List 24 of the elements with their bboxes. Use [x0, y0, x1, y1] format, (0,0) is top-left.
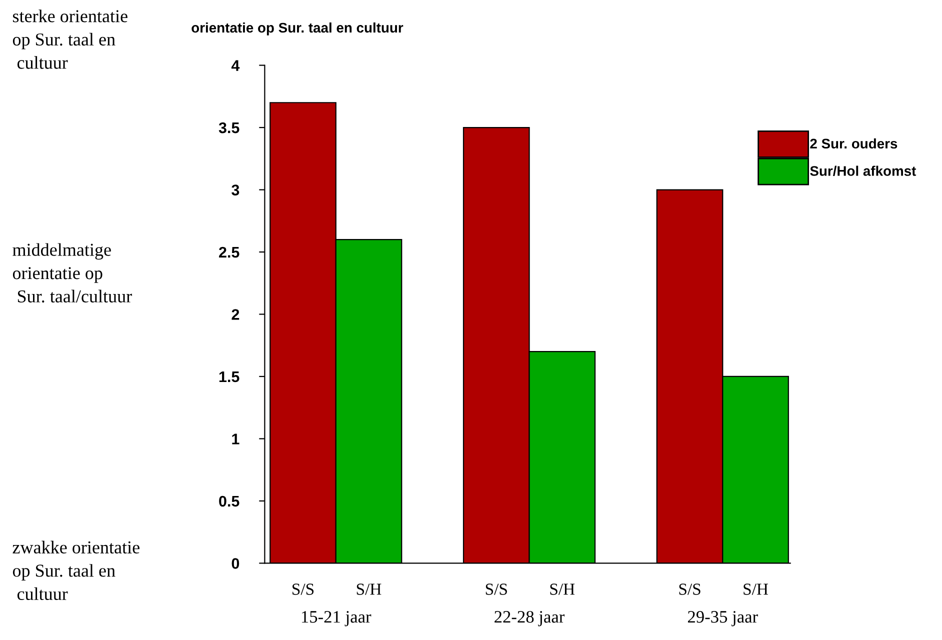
text: S/S: [679, 584, 700, 595]
y-tick-label: 2.5: [218, 246, 240, 258]
text: S/S: [486, 584, 507, 595]
legend-label: Sur/Hol afkomst: [810, 166, 916, 176]
text: S/H: [356, 584, 382, 595]
y-tick-label: 2: [232, 309, 240, 320]
x-tick-label: 15-21 jaar: [302, 611, 372, 626]
text: S/H: [550, 584, 575, 595]
x-tick-label: 29-35 jaar: [688, 611, 758, 626]
text: zwakke orientatie op Sur. taal en cultuur: [12, 540, 140, 600]
y-axis-title: orientatie op Sur. taal en cultuur: [192, 22, 404, 36]
legend-label: 2 Sur. ouders: [810, 138, 898, 149]
y-tick-label: 3.5: [218, 122, 240, 134]
text: S/S: [292, 584, 314, 595]
text: middelmatige orientatie op Sur. taal/cultuur: [12, 243, 132, 303]
y-tick-label: 0.5: [219, 496, 240, 507]
text: S/H: [744, 584, 768, 595]
x-tick-label: 22-28 jaar: [494, 611, 565, 626]
y-tick-label: 3: [232, 184, 240, 196]
y-tick-label: 1: [232, 434, 240, 444]
y-tick-label: 1.5: [219, 372, 240, 382]
y-tick-label: 0: [232, 558, 240, 569]
y-tick-label: 4: [231, 60, 240, 71]
text: sterke orientatie op Sur. taal en cultuur: [12, 10, 128, 69]
